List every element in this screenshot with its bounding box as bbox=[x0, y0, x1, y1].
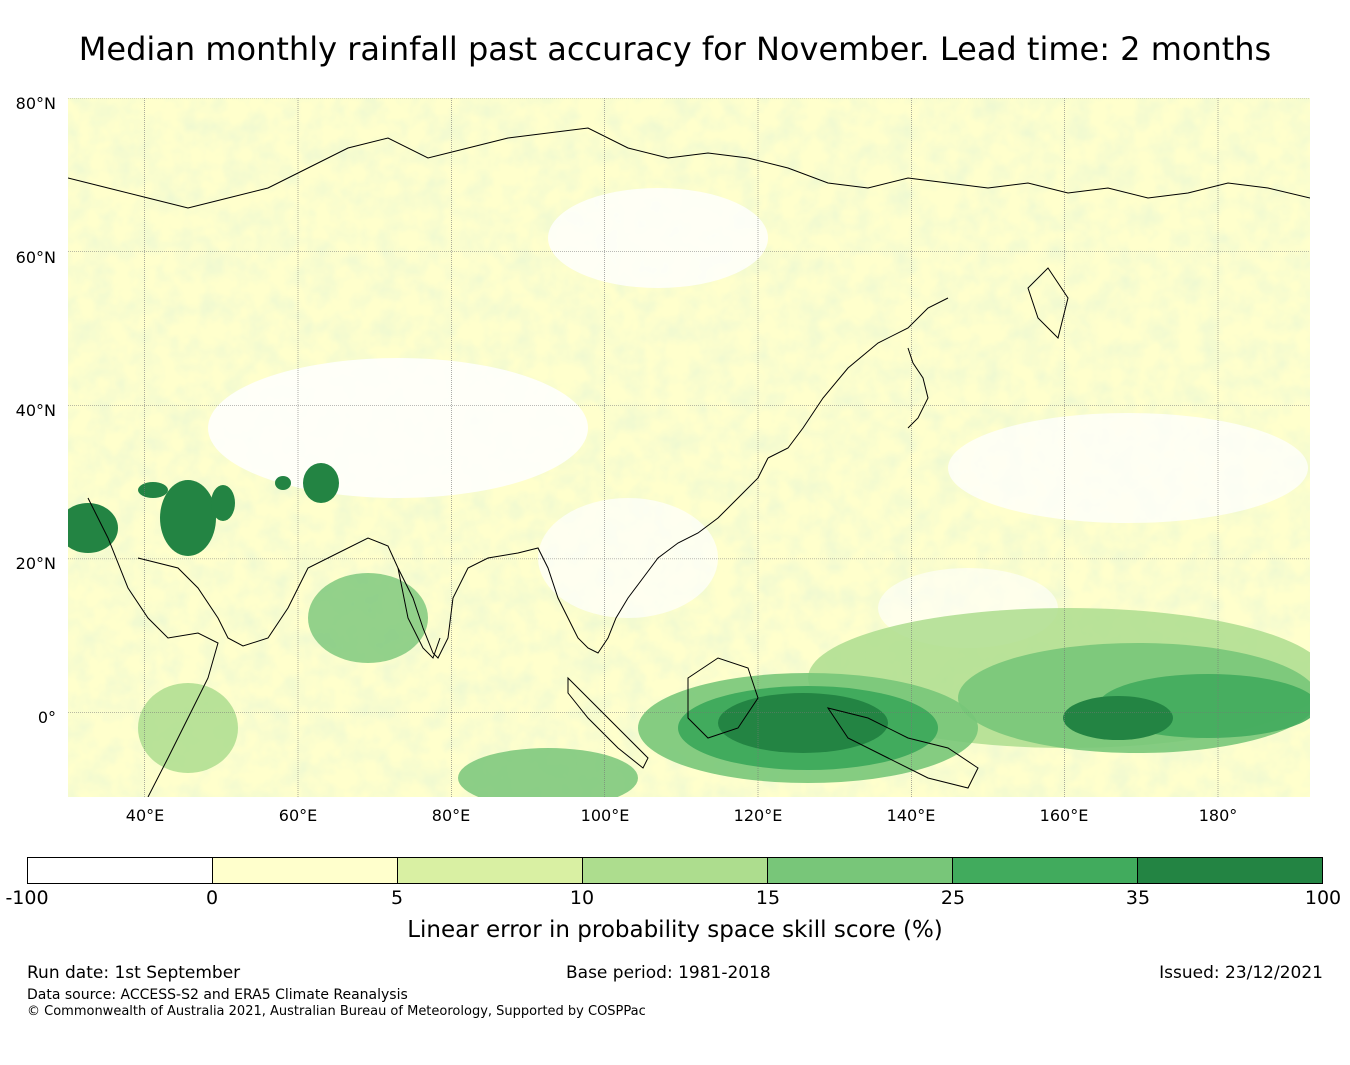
coastline-borneo bbox=[687, 657, 759, 739]
colorbar-segment bbox=[28, 858, 213, 883]
lon-label-180: 180° bbox=[1198, 806, 1238, 825]
red-sea-35 bbox=[68, 503, 118, 553]
map-canvas bbox=[68, 98, 1310, 797]
lon-label-40e: 40°E bbox=[125, 806, 165, 825]
colorbar-tick: 15 bbox=[755, 887, 781, 909]
colorbar-tick: 100 bbox=[1304, 887, 1342, 909]
east-africa-10 bbox=[138, 683, 238, 773]
maritime-continent-35 bbox=[718, 693, 888, 753]
coastline-japan bbox=[907, 347, 929, 429]
colorbar-segment bbox=[213, 858, 398, 883]
arabia-35 bbox=[160, 480, 216, 556]
colorbar-segment bbox=[1138, 858, 1322, 883]
coastline-east-asia bbox=[767, 297, 949, 459]
siberia-low-skill bbox=[548, 188, 768, 288]
coastline-sumatra bbox=[567, 676, 649, 769]
arabian-sea-15 bbox=[308, 573, 428, 663]
arabia-west-35 bbox=[138, 482, 168, 498]
coastline-india bbox=[397, 567, 441, 659]
skill-patches bbox=[68, 463, 1310, 797]
arabia-east-35 bbox=[211, 485, 235, 521]
coastlines bbox=[68, 127, 1310, 797]
colorbar-segment bbox=[583, 858, 768, 883]
colorbar bbox=[27, 857, 1323, 884]
map-title: Median monthly rainfall past accuracy fo… bbox=[78, 30, 1272, 68]
lon-label-120e: 120°E bbox=[733, 806, 783, 825]
lon-label-100e: 100°E bbox=[580, 806, 630, 825]
pacific-band-35 bbox=[1063, 696, 1173, 740]
colorbar-segment bbox=[398, 858, 583, 883]
coastline-new-guinea bbox=[826, 707, 979, 789]
lon-label-60e: 60°E bbox=[278, 806, 318, 825]
lon-label-140e: 140°E bbox=[886, 806, 936, 825]
iran-35 bbox=[303, 463, 339, 503]
data-source: Data source: ACCESS-S2 and ERA5 Climate … bbox=[27, 987, 408, 1003]
coastline-kamchatka bbox=[1027, 267, 1069, 339]
copyright: © Commonwealth of Australia 2021, Austra… bbox=[27, 1004, 646, 1019]
lat-label-60n: 60°N bbox=[15, 248, 56, 267]
south-china-low-skill bbox=[538, 498, 718, 618]
lat-label-0: 0° bbox=[37, 708, 56, 727]
colorbar-tick: -100 bbox=[5, 887, 49, 909]
colorbar-tick: 10 bbox=[569, 887, 595, 909]
lat-label-20n: 20°N bbox=[15, 554, 56, 573]
north-pacific-low-skill bbox=[948, 413, 1308, 523]
colorbar-tick: 0 bbox=[205, 887, 219, 909]
skill-score-map bbox=[68, 98, 1310, 797]
coastline-africa-east bbox=[87, 497, 219, 797]
issued-date: Issued: 23/12/2021 bbox=[1159, 963, 1323, 983]
lat-label-80n: 80°N bbox=[15, 94, 56, 113]
colorbar-tick: 5 bbox=[390, 887, 404, 909]
iran-west-35 bbox=[275, 476, 291, 490]
coastline-arctic bbox=[68, 127, 1310, 209]
lat-label-40n: 40°N bbox=[15, 401, 56, 420]
colorbar-label: Linear error in probability space skill … bbox=[407, 917, 943, 943]
indian-ocean-east-15 bbox=[458, 748, 638, 797]
coastline-south-asia bbox=[137, 457, 769, 659]
lon-label-80e: 80°E bbox=[431, 806, 471, 825]
grid-lines bbox=[68, 98, 1310, 797]
base-period: Base period: 1981-2018 bbox=[566, 963, 771, 983]
lon-label-160e: 160°E bbox=[1039, 806, 1089, 825]
central-asia-low-skill bbox=[208, 358, 588, 498]
colorbar-tick: 25 bbox=[940, 887, 966, 909]
colorbar-tick: 35 bbox=[1125, 887, 1151, 909]
colorbar-segment bbox=[768, 858, 953, 883]
run-date: Run date: 1st September bbox=[27, 963, 241, 983]
colorbar-segment bbox=[953, 858, 1138, 883]
